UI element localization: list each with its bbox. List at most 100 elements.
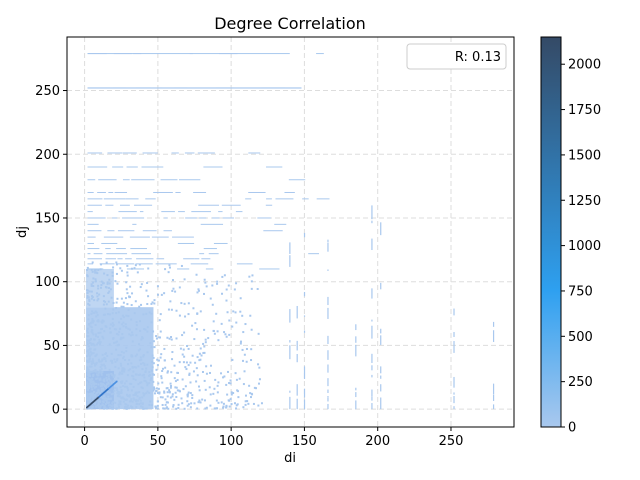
heat-row-segment bbox=[275, 198, 294, 200]
heat-column-segment bbox=[327, 396, 329, 398]
heat-cell bbox=[253, 386, 256, 389]
heat-cell bbox=[112, 407, 115, 410]
heat-column-segment bbox=[355, 324, 357, 331]
heat-cell bbox=[91, 261, 94, 264]
heat-cell bbox=[94, 280, 97, 283]
heat-cell bbox=[118, 401, 121, 404]
heat-column-segment bbox=[371, 288, 373, 299]
heat-column-segment bbox=[289, 340, 291, 343]
heat-cell bbox=[108, 398, 111, 401]
heat-cell bbox=[86, 335, 89, 338]
heat-cell bbox=[232, 310, 235, 313]
heat-cell bbox=[93, 348, 96, 351]
heat-cell bbox=[114, 360, 117, 363]
heat-cell bbox=[143, 362, 146, 365]
heat-cell bbox=[87, 335, 90, 338]
heat-cell bbox=[163, 390, 166, 393]
heat-cell bbox=[215, 399, 218, 402]
heat-cell bbox=[96, 292, 99, 295]
heat-cell bbox=[233, 288, 236, 291]
heat-cell bbox=[135, 324, 138, 327]
heat-cell bbox=[86, 387, 89, 390]
heat-cell bbox=[135, 405, 138, 408]
heat-cell bbox=[108, 327, 111, 330]
heat-cell bbox=[144, 370, 147, 373]
heat-cell bbox=[92, 385, 95, 388]
heat-row-segment bbox=[200, 223, 224, 225]
heat-cell bbox=[86, 407, 89, 410]
heat-cell bbox=[106, 313, 109, 316]
heat-cell bbox=[110, 381, 113, 384]
heat-column-segment bbox=[327, 350, 329, 360]
heat-cell bbox=[97, 331, 100, 334]
heat-cell bbox=[203, 399, 206, 402]
heat-column-segment bbox=[380, 384, 382, 392]
heat-column-segment bbox=[303, 315, 306, 317]
heat-cell bbox=[97, 383, 100, 386]
heat-cell bbox=[98, 338, 101, 341]
heat-cell bbox=[167, 271, 170, 274]
heat-cell bbox=[103, 383, 106, 386]
heat-cell bbox=[133, 267, 136, 270]
heat-cell bbox=[230, 403, 233, 406]
heat-cell bbox=[108, 406, 111, 409]
heat-cell bbox=[112, 266, 115, 269]
x-tick-label: 0 bbox=[80, 434, 88, 449]
heat-cell bbox=[189, 406, 192, 409]
heat-cell bbox=[87, 361, 90, 364]
heat-cell bbox=[146, 351, 149, 354]
heatmap-cells bbox=[86, 53, 495, 410]
heat-cell bbox=[109, 288, 112, 291]
heat-cell bbox=[230, 391, 233, 394]
heat-cell bbox=[168, 264, 171, 267]
heat-cell bbox=[170, 384, 173, 387]
heat-cell-diagonal bbox=[98, 395, 100, 398]
heat-cell bbox=[95, 399, 98, 402]
heat-cell bbox=[89, 380, 92, 383]
heat-cell bbox=[152, 380, 155, 383]
heat-row-segment bbox=[259, 268, 280, 270]
heat-cell bbox=[127, 389, 130, 392]
heat-cell bbox=[214, 378, 217, 381]
heat-cell bbox=[209, 404, 212, 407]
heat-column-segment bbox=[327, 389, 329, 393]
heat-column-segment bbox=[380, 328, 382, 334]
heat-cell bbox=[115, 263, 118, 266]
heat-row-segment bbox=[177, 268, 190, 270]
heat-column-segment bbox=[380, 375, 382, 379]
legend-box bbox=[406, 43, 507, 70]
heat-column-segment bbox=[327, 239, 329, 242]
heat-cell-diagonal bbox=[88, 404, 91, 406]
heat-cell bbox=[111, 374, 114, 377]
heat-cell bbox=[167, 407, 170, 410]
heat-cell bbox=[116, 344, 119, 347]
heat-cell bbox=[151, 366, 154, 369]
heat-cell bbox=[107, 291, 110, 294]
heat-cell bbox=[108, 391, 111, 394]
heat-cell bbox=[126, 303, 129, 306]
heat-cell bbox=[126, 292, 129, 295]
heat-cell bbox=[86, 373, 89, 376]
heat-cell bbox=[120, 370, 123, 373]
heat-cell bbox=[87, 354, 90, 357]
heat-row-segment bbox=[141, 166, 164, 168]
heat-cell bbox=[212, 320, 215, 323]
heat-row-segment bbox=[107, 152, 123, 154]
heat-cell-diagonal bbox=[97, 396, 100, 399]
heat-cell bbox=[86, 266, 89, 269]
heat-cell bbox=[149, 342, 152, 345]
heat-cell bbox=[248, 384, 251, 387]
heat-cell bbox=[156, 364, 159, 367]
heat-cell bbox=[150, 346, 153, 349]
heat-row-segment bbox=[203, 248, 217, 250]
heat-cell bbox=[114, 365, 117, 368]
heat-cell bbox=[204, 388, 207, 391]
heat-cell bbox=[88, 342, 91, 345]
heat-cell bbox=[108, 313, 111, 316]
heat-cell bbox=[170, 336, 173, 339]
heat-cell bbox=[215, 407, 218, 410]
heat-cell bbox=[91, 320, 94, 323]
heat-row-segment bbox=[87, 198, 103, 200]
heat-cell bbox=[257, 363, 260, 366]
heat-cell bbox=[118, 330, 121, 333]
